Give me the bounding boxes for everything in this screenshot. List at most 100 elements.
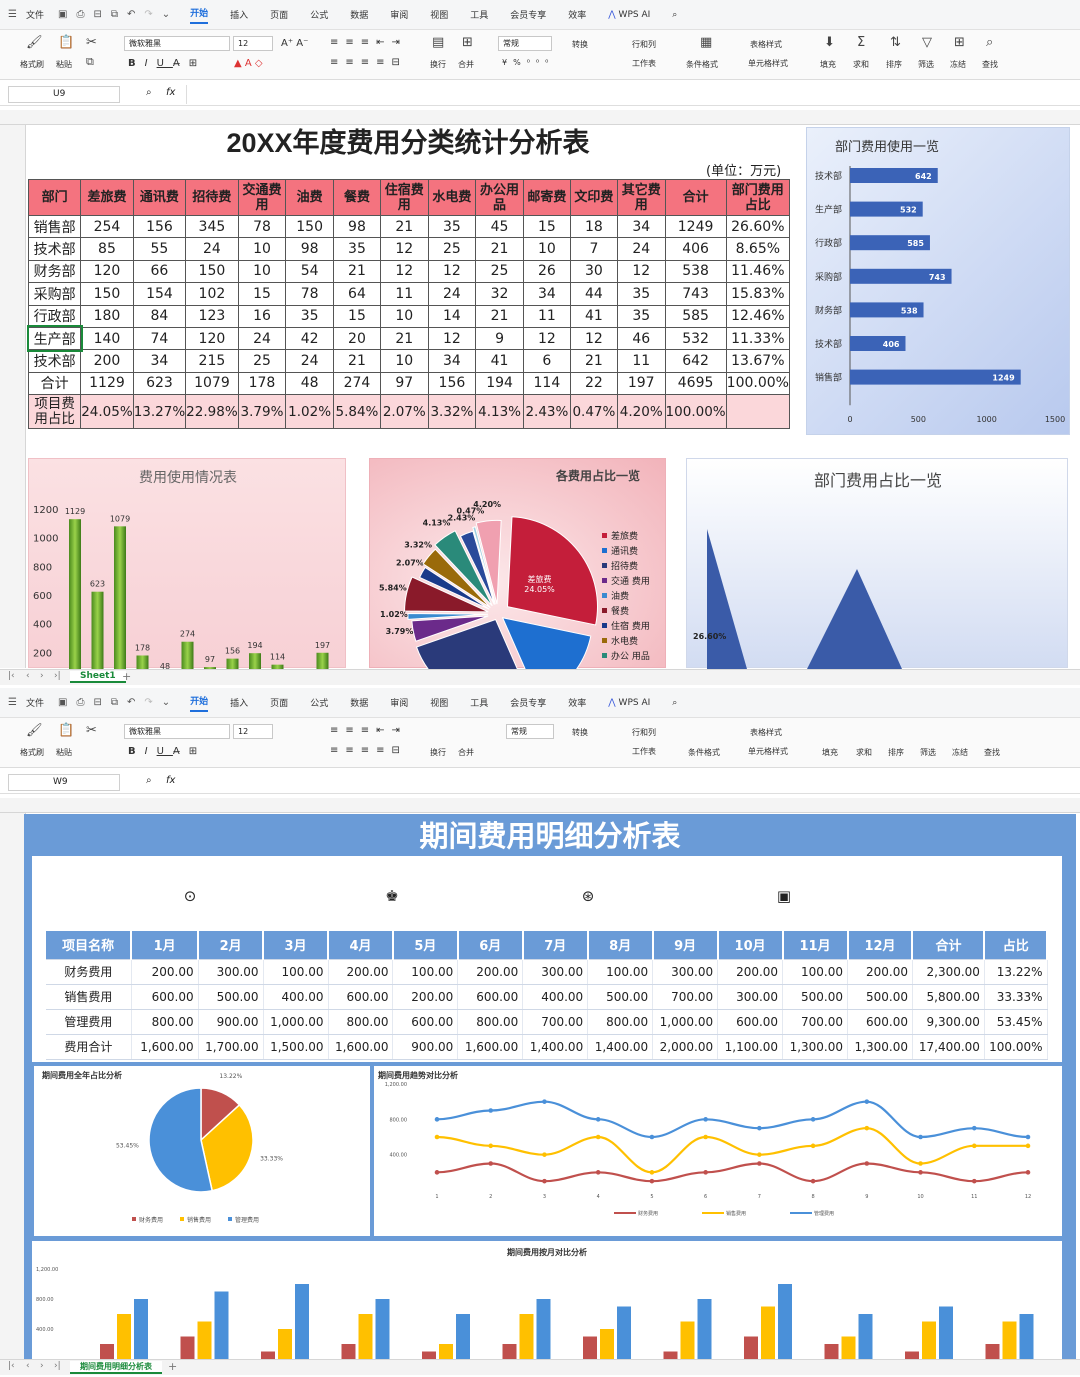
column-header-cell[interactable]: 招待费: [185, 179, 239, 216]
table-cell[interactable]: 180: [80, 304, 134, 328]
table-cell[interactable]: 销售费用: [46, 984, 132, 1010]
tab-view[interactable]: 视图: [430, 11, 449, 21]
table-cell[interactable]: 1079: [185, 371, 239, 396]
freeze-icon[interactable]: ⊞: [954, 35, 965, 50]
font-name-select[interactable]: 微软雅黑: [124, 36, 230, 51]
table-cell[interactable]: 34: [427, 349, 477, 373]
wrap-button[interactable]: 换行: [430, 748, 446, 757]
column-header-cell[interactable]: 部门费用占比: [725, 179, 791, 216]
font-size-select[interactable]: 12: [233, 724, 273, 739]
table-cell[interactable]: 900.00: [392, 1034, 459, 1060]
fx-icon[interactable]: fx: [166, 87, 176, 98]
trend-chart[interactable]: 期间费用趋势对比分析 400.00 800.00 1,200.00 1 2 3 4 5 6 7 8 9…: [374, 1066, 1062, 1236]
table-cell[interactable]: 800.00: [131, 1009, 199, 1035]
column-header-cell[interactable]: 合计: [664, 179, 727, 216]
cut-icon[interactable]: ✂: [86, 35, 97, 50]
table-cell[interactable]: 11: [616, 349, 666, 373]
worksheet-button[interactable]: 工作表: [632, 59, 656, 68]
wrap-button[interactable]: 换行: [430, 60, 446, 69]
table-cell[interactable]: 35: [285, 304, 334, 328]
table-cell[interactable]: 24: [285, 349, 334, 373]
column-header-cell[interactable]: 文印费: [569, 179, 618, 216]
table-cell[interactable]: 743: [664, 282, 727, 306]
table-cell[interactable]: 1129: [80, 371, 134, 396]
column-header-cell[interactable]: 9月: [652, 931, 719, 960]
table-cell[interactable]: 1,500.00: [263, 1034, 329, 1060]
file-menu[interactable]: 文件: [25, 11, 44, 21]
table-cell[interactable]: 100.00: [782, 959, 849, 985]
tab-review[interactable]: 审阅: [390, 11, 409, 21]
table-cell[interactable]: 200.00: [457, 959, 524, 985]
table-cell[interactable]: 2,300.00: [912, 959, 985, 985]
table-cell[interactable]: 600.00: [392, 1009, 459, 1035]
table-cell[interactable]: 200.00: [328, 959, 394, 985]
print-preview-icon[interactable]: ⎙: [76, 697, 85, 708]
tab-tools[interactable]: 工具: [470, 11, 489, 21]
fill-color-icon[interactable]: ▲ A ◇: [234, 58, 263, 69]
table-cell[interactable]: 项目费用占比: [27, 394, 82, 430]
dept-usage-chart[interactable]: 部门费用使用一览 642 技术部 532 生产部 585 行政部 743 采购部 538 财务部 4…: [806, 127, 1070, 435]
hamburger-icon[interactable]: ☰: [8, 697, 17, 708]
cut-icon[interactable]: ✂: [86, 723, 97, 738]
wrap-icon[interactable]: ▤: [432, 35, 445, 50]
table-cell[interactable]: 5.84%: [332, 394, 381, 430]
table-cell[interactable]: 120: [80, 259, 134, 284]
tab-wps-ai[interactable]: ⋀ WPS AI: [608, 10, 650, 20]
table-cell[interactable]: 3.32%: [427, 394, 477, 430]
print-icon[interactable]: ⊟: [93, 697, 102, 708]
table-cell[interactable]: 6: [522, 349, 571, 373]
expense-share-chart[interactable]: 各费用占比一览 差旅费 24.05% 3.79% 1.02% 5.84% 2.07% 3.3…: [369, 458, 666, 669]
table-cell[interactable]: 600.00: [131, 984, 199, 1010]
table-cell[interactable]: 2,000.00: [652, 1034, 719, 1060]
table-cell[interactable]: 200.00: [131, 959, 199, 985]
table-cell[interactable]: 26: [522, 259, 571, 284]
merge-button[interactable]: 合并: [458, 748, 474, 757]
table-cell[interactable]: 7: [569, 237, 618, 261]
table-cell[interactable]: 22: [569, 371, 618, 396]
table-cell[interactable]: 585: [664, 304, 727, 328]
table-cell[interactable]: 采购部: [27, 282, 82, 306]
merge-icon[interactable]: ⊞: [462, 35, 473, 50]
fill-icon[interactable]: ⬇: [824, 35, 835, 50]
sum-button[interactable]: 求和: [853, 60, 869, 69]
tab-nav-next-icon[interactable]: ›: [40, 1361, 44, 1371]
table-cell[interactable]: 123: [185, 304, 239, 328]
sort-button[interactable]: 排序: [886, 60, 902, 69]
tab-efficiency[interactable]: 效率: [568, 699, 587, 709]
table-cell[interactable]: 财务部: [27, 259, 82, 284]
table-cell[interactable]: 16: [237, 304, 287, 328]
table-cell[interactable]: 24.05%: [80, 394, 134, 430]
table-cell[interactable]: 11.46%: [725, 259, 791, 284]
freeze-button[interactable]: 冻结: [952, 748, 968, 757]
worksheet-button[interactable]: 工作表: [632, 747, 656, 756]
table-cell[interactable]: 12: [379, 237, 429, 261]
find-button[interactable]: 查找: [984, 748, 1000, 757]
table-cell[interactable]: 1,000.00: [263, 1009, 329, 1035]
table-cell[interactable]: 100.00: [587, 959, 654, 985]
table-cell[interactable]: 2.07%: [379, 394, 429, 430]
table-cell[interactable]: 55: [132, 237, 187, 261]
tab-member[interactable]: 会员专享: [510, 699, 547, 709]
table-cell[interactable]: 20: [332, 326, 381, 351]
table-cell[interactable]: 35: [616, 304, 666, 328]
expense-usage-chart[interactable]: 费用使用情况表 200 400 600 800 1000 1200 1129 623 1079 1…: [28, 458, 346, 669]
table-cell[interactable]: 900.00: [198, 1009, 264, 1035]
table-cell[interactable]: 500.00: [782, 984, 849, 1010]
tab-formula[interactable]: 公式: [310, 11, 329, 21]
redo-icon[interactable]: ↷: [144, 697, 153, 708]
align-buttons-bottom[interactable]: ≡≡≡≡⊟: [330, 745, 407, 756]
table-cell[interactable]: 150: [185, 259, 239, 284]
conditional-format-icon[interactable]: ▦: [700, 35, 713, 50]
table-cell[interactable]: 21: [475, 237, 524, 261]
annual-share-chart[interactable]: 期间费用全年占比分析 13.22% 33.33% 53.45% 财务费用 销售费用 管理费…: [34, 1066, 370, 1236]
table-cell[interactable]: 10: [379, 304, 429, 328]
table-cell[interactable]: 技术部: [27, 237, 82, 261]
format-painter-icon[interactable]: 🖌: [26, 723, 43, 738]
table-cell[interactable]: 1.02%: [285, 394, 334, 430]
table-cell[interactable]: 600.00: [717, 1009, 784, 1035]
font-grow-icon[interactable]: A⁺ A⁻: [281, 38, 309, 49]
filter-icon[interactable]: ▽: [922, 35, 932, 50]
table-cell[interactable]: 538: [664, 259, 727, 284]
table-cell[interactable]: 200.00: [392, 984, 459, 1010]
table-cell[interactable]: 300.00: [522, 959, 589, 985]
